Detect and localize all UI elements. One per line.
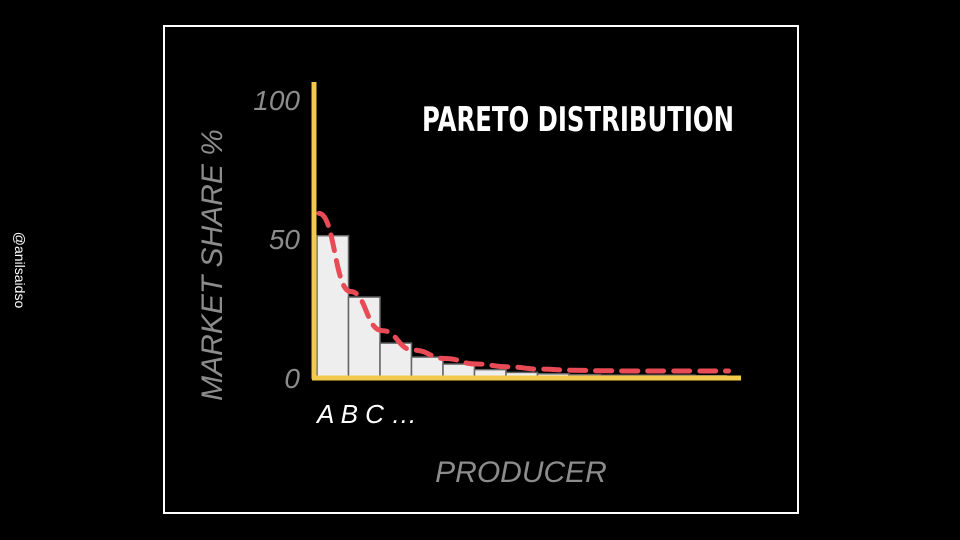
- x-axis-label: PRODUCER: [435, 456, 607, 489]
- author-watermark: @anilsaidso: [12, 231, 28, 309]
- y-tick-50: 50: [269, 224, 301, 255]
- trend-line: [316, 210, 731, 374]
- bar: [410, 356, 444, 379]
- y-tick-100: 100: [253, 85, 300, 116]
- bar: [316, 234, 350, 379]
- y-tick-0: 0: [284, 363, 300, 394]
- y-axis-label: MARKET SHARE %: [196, 129, 229, 401]
- slide-frame: PARETO DISTRIBUTION 100 50 0 MARKET SHAR…: [163, 25, 799, 514]
- pareto-chart: PARETO DISTRIBUTION 100 50 0 MARKET SHAR…: [196, 82, 741, 489]
- bar-group: [316, 234, 728, 379]
- chart-title: PARETO DISTRIBUTION: [422, 100, 734, 140]
- x-category-label: A B C …: [315, 399, 417, 429]
